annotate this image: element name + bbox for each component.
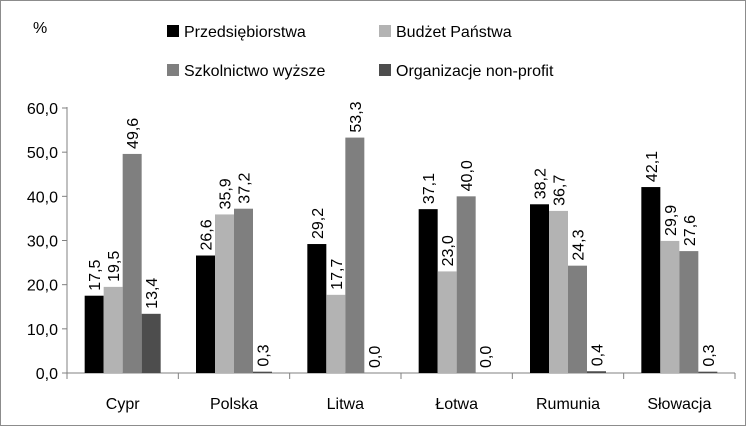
x-tick-label: Słowacja <box>647 396 711 413</box>
bar <box>307 244 327 373</box>
legend-label: Budżet Państwa <box>396 24 512 41</box>
bar <box>679 251 699 373</box>
bar <box>660 240 680 373</box>
data-label: 53,3 <box>348 101 365 132</box>
y-tick-label: 20,0 <box>27 278 58 295</box>
y-tick-label: 60,0 <box>27 101 58 118</box>
data-label: 29,9 <box>663 205 680 236</box>
bar <box>418 209 438 373</box>
data-label: 23,0 <box>440 235 457 266</box>
bar <box>641 187 661 373</box>
y-tick-label: 0,0 <box>36 366 58 383</box>
y-axis: 0,0 10,0 20,0 30,0 40,0 50,0 60,0 <box>27 101 68 383</box>
data-label: 19,5 <box>106 251 123 282</box>
data-label: 40,0 <box>459 160 476 191</box>
data-label: 29,2 <box>310 208 327 239</box>
x-axis: Cypr Polska Litwa Łotwa Rumunia Słowacja <box>66 372 736 413</box>
bar <box>103 286 123 373</box>
data-labels: 17,5 26,6 29,2 37,1 38,2 42,1 19,5 35,9 17,7 23,0… <box>87 101 718 368</box>
data-label: 42,1 <box>644 151 661 182</box>
y-unit-label: % <box>33 20 47 37</box>
y-tick-label: 40,0 <box>27 189 58 206</box>
x-tick-label: Cypr <box>106 396 140 413</box>
legend-swatch <box>379 64 391 76</box>
data-label: 37,2 <box>237 172 254 203</box>
legend: Przedsiębiorstwa Budżet Państwa Szkolnictw… <box>167 24 554 80</box>
data-label: 35,9 <box>218 178 235 209</box>
data-label: 0,4 <box>590 344 607 366</box>
data-label: 17,5 <box>87 259 104 290</box>
x-tick-label: Polska <box>210 396 258 413</box>
bar <box>253 371 272 373</box>
data-label: 27,6 <box>682 215 699 246</box>
data-label: 17,7 <box>329 259 346 290</box>
data-label: 0,0 <box>478 346 495 368</box>
bar <box>530 204 549 373</box>
y-tick-label: 30,0 <box>27 234 58 251</box>
bar <box>141 313 161 373</box>
bar <box>549 210 568 373</box>
data-label: 49,6 <box>125 118 142 149</box>
data-label: 38,2 <box>533 168 550 199</box>
y-tick-label: 10,0 <box>27 322 58 339</box>
bar <box>234 208 253 373</box>
x-tick-label: Litwa <box>327 396 364 413</box>
legend-label: Organizacje non-profit <box>396 63 554 80</box>
data-label: 24,3 <box>571 229 588 260</box>
data-label: 0,3 <box>701 344 718 366</box>
bar <box>456 196 476 373</box>
x-tick-label: Łotwa <box>435 396 478 413</box>
bars <box>84 137 718 373</box>
bar <box>698 371 718 373</box>
bar <box>326 294 346 373</box>
data-label: 37,1 <box>421 173 438 204</box>
data-label: 36,7 <box>552 175 569 206</box>
legend-swatch <box>167 25 179 37</box>
legend-swatch <box>167 64 179 76</box>
x-tick-label: Rumunia <box>536 396 600 413</box>
bar <box>84 295 104 373</box>
bar <box>437 271 457 373</box>
data-label: 13,4 <box>144 278 161 309</box>
legend-label: Przedsiębiorstwa <box>184 24 306 41</box>
y-tick-label: 50,0 <box>27 145 58 162</box>
bar <box>345 137 365 373</box>
bar <box>215 214 234 373</box>
bar <box>587 371 606 373</box>
data-label: 26,6 <box>199 219 216 250</box>
bar <box>196 255 215 373</box>
bar <box>568 265 587 373</box>
legend-label: Szkolnictwo wyższe <box>184 63 325 80</box>
bar <box>122 153 142 373</box>
data-label: 0,3 <box>256 344 273 366</box>
data-label: 0,0 <box>367 346 384 368</box>
legend-swatch <box>379 25 391 37</box>
